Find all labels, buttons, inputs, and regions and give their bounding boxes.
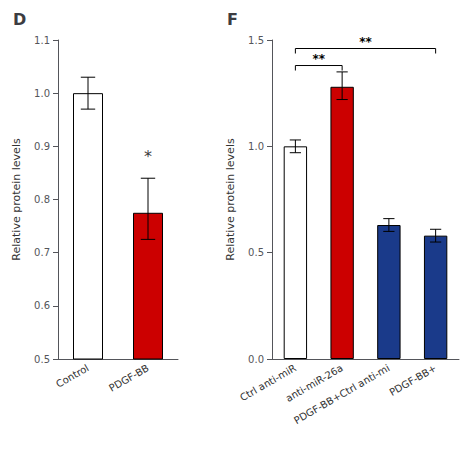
svg-text:0.6: 0.6	[34, 300, 50, 311]
svg-text:0.9: 0.9	[34, 141, 50, 152]
svg-text:0.0: 0.0	[248, 354, 264, 365]
svg-text:**: **	[312, 52, 325, 66]
svg-text:D: D	[13, 10, 26, 29]
svg-text:**: **	[359, 35, 372, 49]
svg-text:*: *	[144, 147, 152, 166]
svg-text:0.7: 0.7	[34, 247, 50, 258]
svg-text:PDGF-BB+Ctrl anti-mi: PDGF-BB+Ctrl anti-mi	[292, 362, 392, 426]
svg-text:Relative protein levels: Relative protein levels	[224, 138, 237, 261]
svg-text:Relative protein levels: Relative protein levels	[10, 138, 23, 261]
svg-text:1.0: 1.0	[34, 88, 50, 99]
svg-text:1.5: 1.5	[248, 35, 264, 46]
svg-text:PDGF-BB: PDGF-BB	[107, 362, 151, 394]
svg-text:0.5: 0.5	[34, 354, 50, 365]
svg-text:0.8: 0.8	[34, 194, 50, 205]
svg-text:0.5: 0.5	[248, 247, 264, 258]
svg-text:1.1: 1.1	[34, 35, 50, 46]
svg-text:Control: Control	[54, 362, 91, 390]
svg-text:anti-miR-26a: anti-miR-26a	[283, 362, 345, 404]
svg-text:F: F	[227, 10, 238, 29]
svg-text:Ctrl anti-miR: Ctrl anti-miR	[238, 362, 299, 404]
svg-text:PDGF-BB+: PDGF-BB+	[387, 362, 438, 398]
svg-text:1.0: 1.0	[248, 141, 264, 152]
